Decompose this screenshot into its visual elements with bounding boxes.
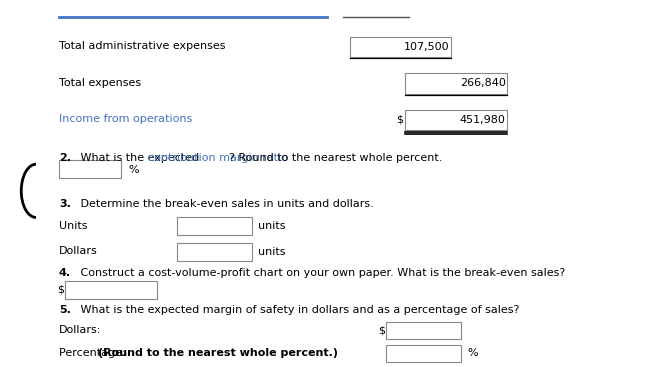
- Text: $: $: [58, 285, 65, 295]
- Text: Income from operations: Income from operations: [59, 114, 192, 124]
- Bar: [405, 73, 507, 94]
- Text: Determine the break-even sales in units and dollars.: Determine the break-even sales in units …: [77, 199, 374, 209]
- Text: 107,500: 107,500: [404, 41, 450, 52]
- Text: Percentage:: Percentage:: [59, 348, 129, 358]
- Text: contribution margin ratio: contribution margin ratio: [148, 153, 288, 163]
- Text: Construct a cost-volume-profit chart on your own paper. What is the break-even s: Construct a cost-volume-profit chart on …: [77, 268, 566, 279]
- Bar: [177, 217, 252, 235]
- Text: Dollars:: Dollars:: [59, 325, 101, 335]
- Text: Total expenses: Total expenses: [59, 77, 141, 88]
- Text: %: %: [467, 348, 477, 359]
- Text: Total administrative expenses: Total administrative expenses: [59, 41, 226, 51]
- Text: (Round to the nearest whole percent.): (Round to the nearest whole percent.): [97, 348, 337, 358]
- Text: Dollars: Dollars: [59, 246, 97, 257]
- Bar: [350, 37, 451, 57]
- Text: %: %: [128, 164, 139, 175]
- Text: 3.: 3.: [59, 199, 71, 209]
- Text: units: units: [258, 247, 286, 257]
- Text: 451,980: 451,980: [460, 115, 506, 125]
- Text: ? Round to the nearest whole percent.: ? Round to the nearest whole percent.: [230, 153, 443, 163]
- Text: 5.: 5.: [59, 305, 71, 315]
- Text: What is the expected: What is the expected: [77, 153, 203, 163]
- Text: 4.: 4.: [59, 268, 71, 279]
- Text: Units: Units: [59, 221, 88, 231]
- Bar: [59, 160, 121, 178]
- Text: 2.: 2.: [59, 153, 71, 163]
- Text: $: $: [378, 325, 385, 335]
- Bar: [386, 322, 461, 339]
- Text: What is the expected margin of safety in dollars and as a percentage of sales?: What is the expected margin of safety in…: [77, 305, 519, 315]
- Text: units: units: [258, 221, 286, 231]
- Text: 266,840: 266,840: [460, 78, 506, 88]
- Bar: [65, 281, 157, 299]
- Text: $: $: [396, 114, 403, 124]
- Bar: [405, 110, 507, 130]
- Bar: [386, 345, 461, 362]
- Bar: [177, 243, 252, 261]
